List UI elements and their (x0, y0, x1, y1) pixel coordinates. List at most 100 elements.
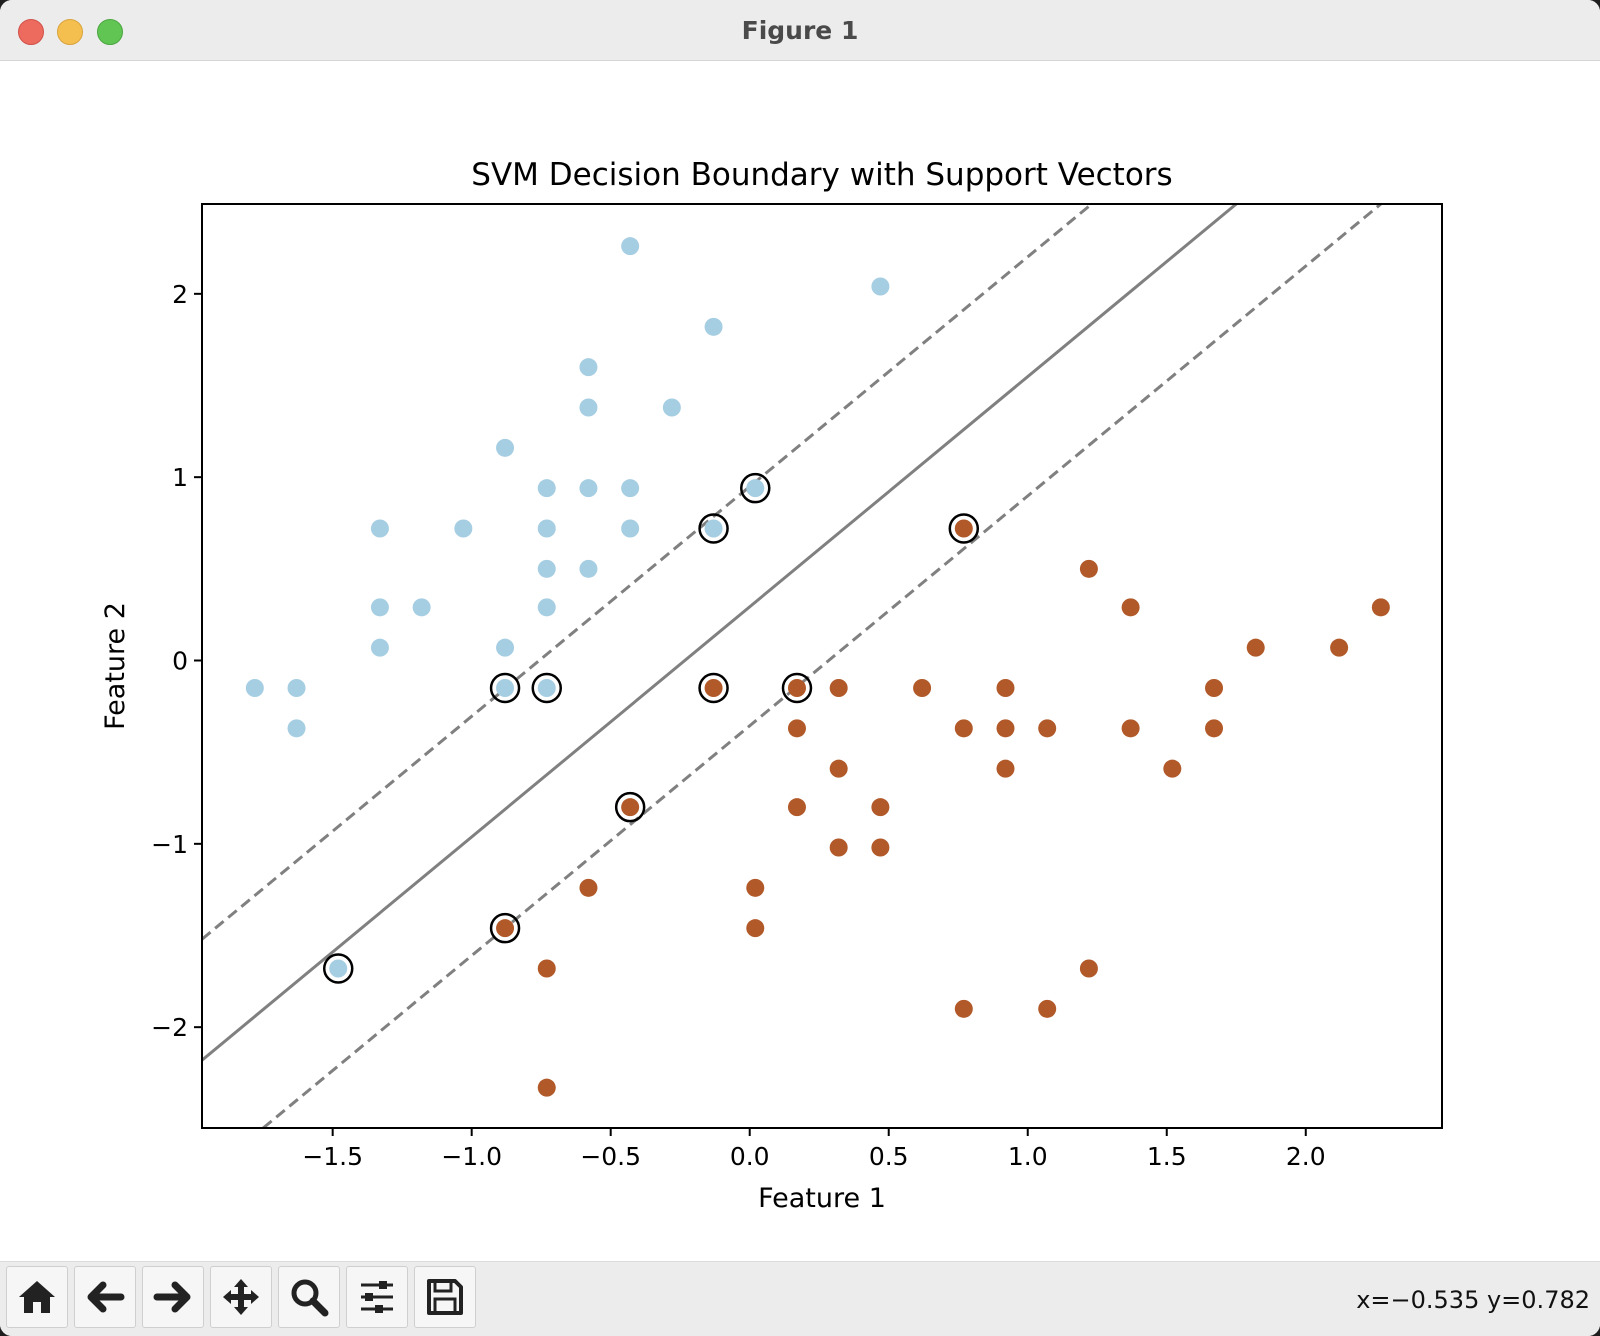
support-vector-ring (489, 912, 521, 944)
class-0-point (579, 398, 598, 417)
class-1-point (1205, 719, 1224, 738)
class-1-point (954, 999, 973, 1018)
class-0-point (496, 438, 515, 457)
class-1-point (1330, 638, 1349, 657)
class-0-point (662, 398, 681, 417)
class-1-point (829, 838, 848, 857)
title-bar: Figure 1 (0, 0, 1600, 61)
class-1-point (621, 798, 640, 817)
x-tick-label: −1.0 (441, 1142, 502, 1171)
class-0-point (370, 519, 389, 538)
class-1-point (1038, 719, 1057, 738)
support-vector-ring (322, 953, 354, 984)
class-0-point (704, 317, 723, 336)
class-1-point (1038, 999, 1057, 1018)
class-0-point (370, 638, 389, 657)
support-vector-ring (531, 672, 563, 704)
class-1-point (913, 679, 932, 697)
class-1-point (954, 719, 973, 738)
y-tick-label: 1 (172, 463, 188, 492)
decision-boundary-line (202, 204, 1238, 1062)
class-0-point (746, 479, 765, 498)
class-1-point (1205, 679, 1224, 697)
class-0-point (329, 959, 348, 978)
close-button[interactable] (18, 19, 44, 45)
class-1-point (1079, 959, 1098, 978)
x-axis-label: Feature 1 (758, 1183, 886, 1214)
class-0-point (537, 479, 556, 498)
support-vector-ring (614, 791, 646, 823)
class-0-point (537, 559, 556, 578)
x-tick-label: 1.5 (1147, 1142, 1187, 1171)
pan-button[interactable] (210, 1266, 272, 1328)
class-0-point (579, 559, 598, 578)
x-tick-label: 1.0 (1008, 1142, 1048, 1171)
class-0-point (537, 519, 556, 538)
class-1-point (871, 798, 890, 817)
class-1-point (1121, 598, 1140, 617)
save-button[interactable] (414, 1266, 476, 1328)
class-0-point (537, 679, 556, 697)
arrow-right-icon (153, 1281, 191, 1313)
figure-canvas[interactable]: SVM Decision Boundary with Support Vecto… (0, 61, 1600, 1261)
upper-margin-line (202, 204, 1093, 941)
class-1-point (954, 519, 973, 538)
x-tick-label: −1.5 (302, 1142, 363, 1171)
floppy-disk-icon (427, 1279, 463, 1315)
y-tick-label: −2 (151, 1013, 188, 1042)
class-1-point (579, 878, 598, 897)
x-tick-label: 2.0 (1286, 1142, 1326, 1171)
maximize-button[interactable] (97, 19, 123, 45)
zoom-button[interactable] (278, 1266, 340, 1328)
class-0-point (579, 479, 598, 498)
y-tick-label: −1 (151, 830, 188, 859)
class-1-point (1079, 559, 1098, 578)
class-0-point (496, 679, 515, 697)
class-1-point (746, 919, 765, 938)
class-1-point (1163, 759, 1182, 778)
support-vector-ring (781, 672, 813, 704)
class-0-point (537, 598, 556, 617)
back-button[interactable] (74, 1266, 136, 1328)
class-1-point (829, 679, 848, 697)
class-1-point (746, 878, 765, 897)
support-vector-ring (489, 672, 521, 704)
x-tick-label: −0.5 (580, 1142, 641, 1171)
class-0-point (412, 598, 431, 617)
y-axis-label: Feature 2 (100, 602, 131, 730)
configure-subplots-button[interactable] (346, 1266, 408, 1328)
class-0-point (621, 479, 640, 498)
chart-title: SVM Decision Boundary with Support Vecto… (471, 157, 1172, 193)
support-vector-ring (698, 513, 729, 544)
class-1-point (787, 719, 806, 738)
class-1-point (787, 679, 806, 697)
move-icon (223, 1279, 259, 1315)
class-1-point (996, 759, 1015, 778)
class-1-point (537, 1078, 556, 1097)
forward-button[interactable] (142, 1266, 204, 1328)
class-1-point (787, 798, 806, 817)
cursor-coordinates: x=−0.535 y=0.782 (1356, 1286, 1590, 1314)
home-icon (19, 1281, 55, 1313)
class-1-point (1371, 598, 1390, 617)
class-0-point (287, 719, 306, 738)
support-vector-ring (948, 513, 980, 544)
class-0-point (871, 277, 890, 296)
support-vector-ring (740, 472, 771, 504)
class-1-point (704, 679, 723, 697)
class-1-point (996, 679, 1015, 697)
class-0-point (245, 679, 264, 697)
class-0-point (454, 519, 473, 538)
navigation-toolbar: x=−0.535 y=0.782 (0, 1261, 1600, 1336)
x-tick-label: 0.5 (869, 1142, 909, 1171)
class-0-point (496, 638, 515, 657)
minimize-button[interactable] (57, 19, 83, 45)
y-tick-label: 2 (172, 280, 188, 309)
window-title: Figure 1 (741, 16, 859, 45)
class-0-point (704, 519, 723, 538)
class-1-point (1121, 719, 1140, 738)
y-tick-label: 0 (172, 647, 188, 676)
home-button[interactable] (6, 1266, 68, 1328)
class-1-point (496, 919, 515, 938)
